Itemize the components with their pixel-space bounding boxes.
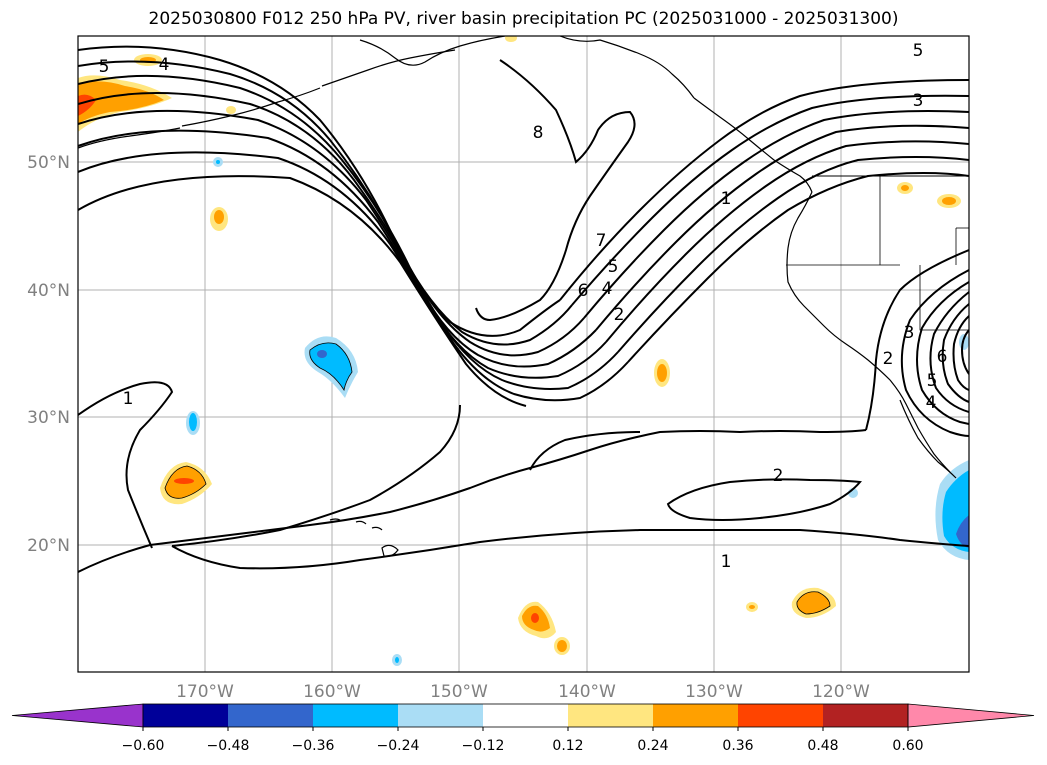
lon-tick-label: 170°W [176,682,234,702]
colorbar-swatch [313,704,398,727]
lon-tick-labels: 170°W 160°W 150°W 140°W 130°W 120°W [176,682,870,702]
contour-label: 4 [159,55,170,75]
contour-label: 2 [773,466,784,486]
lon-tick-label: 160°W [303,682,361,702]
colorbar-tick-label: −0.36 [292,738,335,754]
contour-label: 7 [596,231,607,251]
contour-label: 5 [99,57,110,77]
colorbar-swatch [568,704,653,727]
colorbar-swatch [823,704,908,727]
contour-label: 1 [721,552,732,572]
contour-label: 5 [608,257,619,277]
colorbar-extend-high [907,703,1035,728]
colorbar-swatch [398,704,483,727]
colorbar-swatch [143,704,228,727]
shade-outlines [164,342,831,615]
lon-tick-label: 140°W [558,682,616,702]
contour-label: 1 [721,189,732,209]
pv-contours [78,45,969,573]
colorbar-extend-low [11,703,144,728]
colorbar-swatch [738,704,823,727]
lon-tick-label: 120°W [812,682,870,702]
colorbar [11,703,1035,731]
lat-tick-labels: 20°N 30°N 40°N 50°N [27,153,70,556]
lat-tick-label: 20°N [27,536,70,556]
lat-tick-label: 40°N [27,281,70,301]
contour-label: 4 [602,279,613,299]
contour-label: 3 [913,91,924,111]
colorbar-tick-label: −0.12 [462,738,505,754]
contour-label: 6 [937,347,948,367]
lon-tick-label: 130°W [685,682,743,702]
contour-label: 5 [927,371,938,391]
colorbar-swatch [228,704,313,727]
colorbar-tick-label: 0.60 [892,738,923,754]
lat-tick-label: 50°N [27,153,70,173]
coastlines [78,36,969,557]
plot-frame [77,35,970,673]
contour-label: 8 [533,123,544,143]
colorbar-tick-labels: −0.60 −0.48 −0.36 −0.24 −0.12 0.12 0.24 0.36 0.4… [122,738,924,754]
colorbar-outline [142,703,909,728]
colorbar-tick-label: 0.24 [637,738,668,754]
map-title: 2025030800 F012 250 hPa PV, river basin … [148,9,899,29]
contour-labels: 5 4 8 5 3 1 7 5 6 4 2 1 3 2 6 5 4 2 1 [99,41,948,572]
colorbar-tick-label: 0.12 [552,738,583,754]
lon-tick-label: 150°W [430,682,488,702]
colorbar-tick-label: −0.24 [377,738,420,754]
colorbar-tick-label: 0.48 [807,738,838,754]
colorbar-tick-label: −0.60 [122,738,165,754]
colorbar-swatch [653,704,738,727]
colorbar-tick-label: −0.48 [207,738,250,754]
contour-label: 3 [904,323,915,343]
contour-label: 5 [913,41,924,61]
contour-label: 4 [926,393,937,413]
contour-label: 6 [578,281,589,301]
contour-label: 2 [614,305,625,325]
contour-label: 1 [123,389,134,409]
colorbar-swatch [483,704,568,727]
lat-tick-label: 30°N [27,408,70,428]
contour-label: 2 [883,349,894,369]
colorbar-tick-label: 0.36 [722,738,753,754]
